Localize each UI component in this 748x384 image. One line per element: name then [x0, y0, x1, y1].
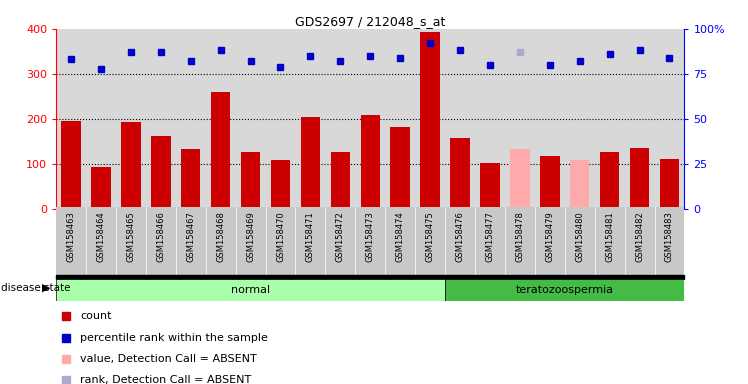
Bar — [331, 152, 350, 209]
Bar — [445, 279, 684, 301]
Bar — [361, 114, 380, 209]
Bar — [61, 121, 81, 209]
Bar — [121, 122, 141, 209]
Text: GSM158469: GSM158469 — [246, 211, 255, 262]
Bar — [91, 167, 111, 209]
Bar — [271, 160, 290, 209]
Bar — [660, 159, 679, 209]
Bar — [420, 32, 440, 209]
Bar — [56, 275, 684, 279]
Text: GSM158476: GSM158476 — [456, 211, 465, 262]
Text: GSM158466: GSM158466 — [156, 211, 165, 262]
Bar — [630, 148, 649, 209]
Bar — [301, 117, 320, 209]
Text: disease state: disease state — [1, 283, 73, 293]
Bar — [600, 152, 619, 209]
Text: GSM158481: GSM158481 — [605, 211, 614, 262]
Bar — [241, 152, 260, 209]
Text: normal: normal — [231, 285, 270, 295]
Text: GSM158473: GSM158473 — [366, 211, 375, 262]
Text: GSM158483: GSM158483 — [665, 211, 674, 262]
Text: GSM158477: GSM158477 — [485, 211, 494, 262]
Text: count: count — [80, 311, 111, 321]
Text: GSM158478: GSM158478 — [515, 211, 524, 262]
Bar — [510, 149, 530, 209]
Bar — [211, 92, 230, 209]
Text: percentile rank within the sample: percentile rank within the sample — [80, 333, 268, 343]
Text: GSM158465: GSM158465 — [126, 211, 135, 262]
Text: GSM158475: GSM158475 — [426, 211, 435, 262]
Text: ▶: ▶ — [43, 283, 51, 293]
Title: GDS2697 / 212048_s_at: GDS2697 / 212048_s_at — [295, 15, 446, 28]
Bar — [151, 136, 171, 209]
Text: rank, Detection Call = ABSENT: rank, Detection Call = ABSENT — [80, 375, 251, 384]
Text: GSM158471: GSM158471 — [306, 211, 315, 262]
Text: GSM158467: GSM158467 — [186, 211, 195, 262]
Text: GSM158482: GSM158482 — [635, 211, 644, 262]
Text: GSM158463: GSM158463 — [67, 211, 76, 262]
Bar — [480, 163, 500, 209]
Bar — [390, 127, 410, 209]
Text: value, Detection Call = ABSENT: value, Detection Call = ABSENT — [80, 354, 257, 364]
Bar — [56, 279, 445, 301]
Text: GSM158464: GSM158464 — [96, 211, 105, 262]
Text: GSM158474: GSM158474 — [396, 211, 405, 262]
Bar — [450, 139, 470, 209]
Text: GSM158480: GSM158480 — [575, 211, 584, 262]
Text: teratozoospermia: teratozoospermia — [515, 285, 614, 295]
Text: GSM158479: GSM158479 — [545, 211, 554, 262]
Text: GSM158470: GSM158470 — [276, 211, 285, 262]
Bar — [181, 149, 200, 209]
Bar — [540, 156, 560, 209]
Bar — [570, 160, 589, 209]
Text: GSM158468: GSM158468 — [216, 211, 225, 262]
Text: GSM158472: GSM158472 — [336, 211, 345, 262]
